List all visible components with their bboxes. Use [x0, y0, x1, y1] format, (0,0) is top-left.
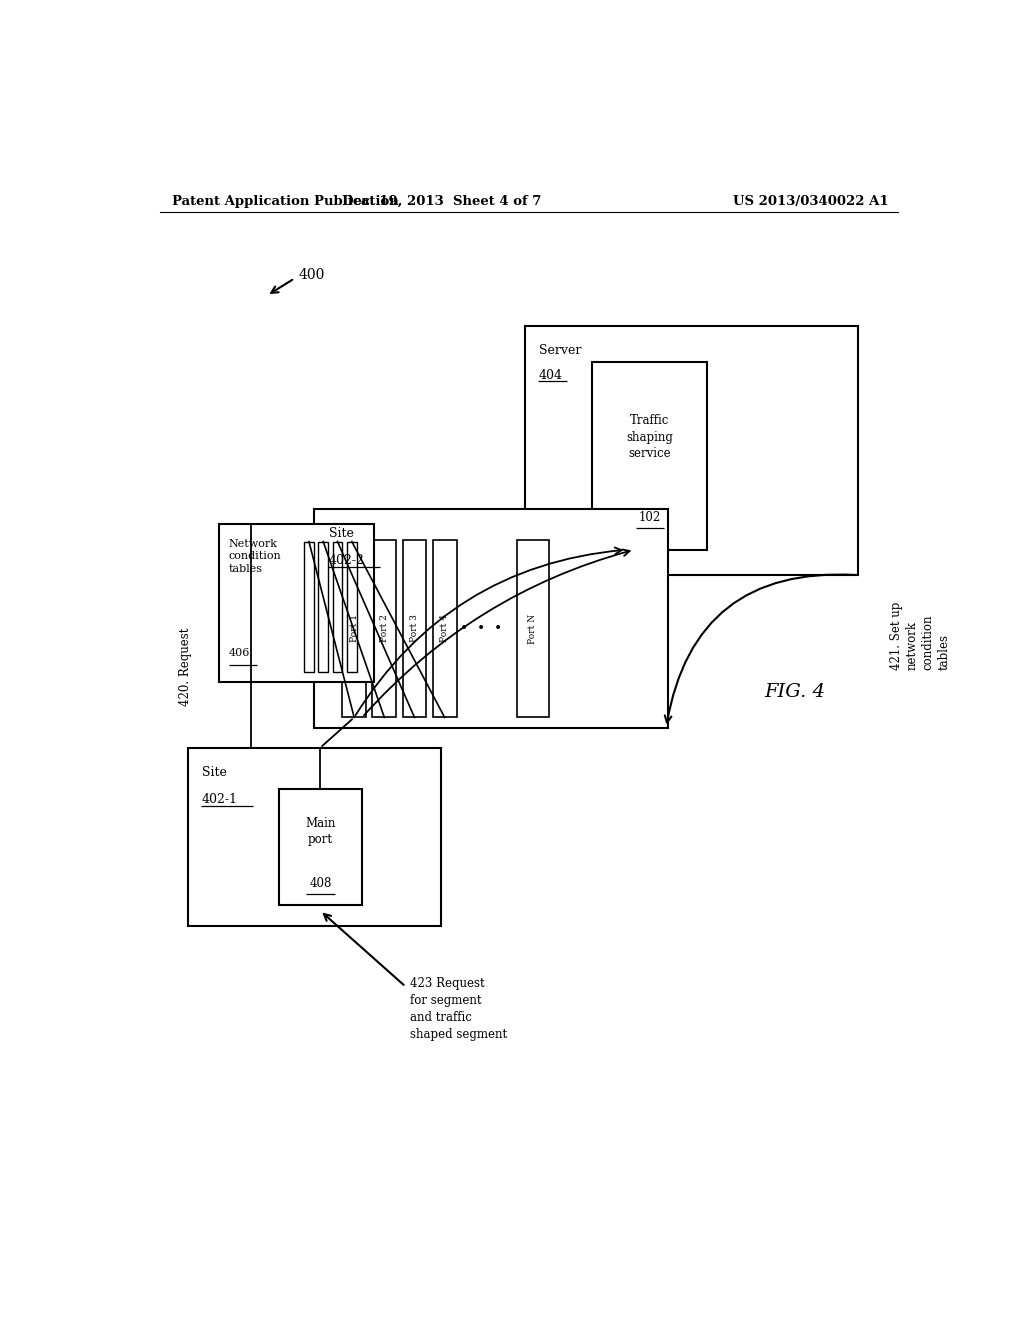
Text: Site: Site [329, 528, 353, 540]
Text: Port 4: Port 4 [440, 615, 450, 643]
Text: 404: 404 [539, 368, 563, 381]
Bar [347, 541, 356, 672]
Bar [524, 326, 858, 576]
Bar [187, 748, 441, 925]
Bar [517, 540, 549, 718]
Text: 408: 408 [309, 876, 332, 890]
Text: 402-2: 402-2 [329, 554, 365, 566]
Bar [373, 540, 396, 718]
Text: Port 1: Port 1 [349, 615, 358, 643]
Bar [314, 510, 668, 727]
Bar [219, 524, 374, 682]
Text: Port 3: Port 3 [410, 615, 419, 643]
Text: Patent Application Publication: Patent Application Publication [172, 194, 398, 207]
Text: Server: Server [539, 345, 582, 358]
Text: 423 Request
for segment
and traffic
shaped segment: 423 Request for segment and traffic shap… [410, 977, 507, 1040]
Bar [592, 362, 708, 549]
Text: 400: 400 [299, 268, 325, 282]
Bar [402, 540, 426, 718]
Text: •  •  •: • • • [460, 622, 503, 636]
Bar [342, 540, 367, 718]
Text: US 2013/0340022 A1: US 2013/0340022 A1 [733, 194, 888, 207]
Text: 102: 102 [639, 511, 660, 524]
Text: Port 2: Port 2 [380, 615, 389, 643]
Text: 406: 406 [228, 648, 250, 659]
Text: 421. Set up
network
condition
tables: 421. Set up network condition tables [890, 602, 951, 671]
Bar [433, 540, 457, 718]
Text: Port N: Port N [528, 614, 538, 644]
Text: FIG. 4: FIG. 4 [764, 682, 825, 701]
Text: 420. Request: 420. Request [178, 627, 191, 706]
Bar [318, 541, 328, 672]
Bar [333, 541, 342, 672]
Text: Traffic
shaping
service: Traffic shaping service [627, 414, 673, 461]
Text: Main
port: Main port [305, 817, 336, 846]
Text: Network
condition
tables: Network condition tables [228, 539, 282, 574]
Bar [304, 541, 313, 672]
Bar [279, 788, 362, 906]
Text: Site: Site [202, 766, 226, 779]
Text: Dec. 19, 2013  Sheet 4 of 7: Dec. 19, 2013 Sheet 4 of 7 [342, 194, 541, 207]
Text: 402-1: 402-1 [202, 792, 238, 805]
